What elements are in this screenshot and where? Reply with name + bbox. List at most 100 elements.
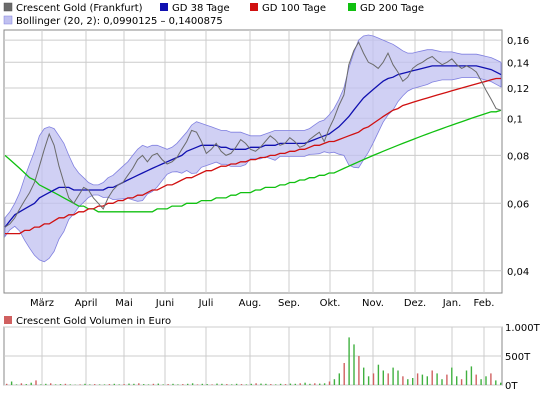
price-plot: 0,04 0,06 0,08 0,1 0,12 0,14 0,16 März April Mai… xyxy=(3,29,529,309)
vol-tick-label: 500T xyxy=(505,352,531,363)
volume-bar xyxy=(333,379,336,385)
volume-bar xyxy=(392,367,394,385)
volume-bar xyxy=(152,383,155,385)
volume-bar xyxy=(328,381,331,385)
legend-label-ma200: GD 200 Tage xyxy=(360,3,424,14)
y-tick-label: 0,06 xyxy=(507,199,529,210)
volume-bar xyxy=(187,383,189,385)
bollinger-band xyxy=(4,34,502,263)
volume-y-axis-labels: 1.000T 500T 0T xyxy=(505,323,541,392)
volume-bar xyxy=(147,384,150,385)
vol-tick-label: 0T xyxy=(505,381,518,392)
volume-bar xyxy=(465,370,468,385)
volume-bar xyxy=(250,383,252,385)
volume-bar xyxy=(500,382,502,385)
x-tick-label: März xyxy=(30,298,54,309)
volume-bar xyxy=(50,383,52,385)
volume-legend: Crescent Gold Volumen in Euro xyxy=(4,316,171,327)
volume-bar xyxy=(45,383,47,385)
volume-bar xyxy=(451,367,453,385)
volume-bar xyxy=(348,337,350,385)
x-tick-label: Aug. xyxy=(239,298,262,309)
legend-swatch-ma100 xyxy=(250,3,258,11)
volume-bar xyxy=(201,383,203,385)
volume-bar xyxy=(177,384,179,385)
volume-bar xyxy=(64,383,67,385)
volume-bar xyxy=(309,383,311,385)
volume-bar xyxy=(118,384,120,385)
legend-swatch-ma38 xyxy=(160,3,168,11)
volume-bar xyxy=(353,344,355,385)
legend-swatch-bollinger xyxy=(3,15,13,25)
volume-bar xyxy=(416,373,419,385)
volume-bar xyxy=(6,383,8,385)
volume-bar xyxy=(314,383,316,385)
line-price xyxy=(4,41,502,228)
x-tick-label: Nov. xyxy=(362,298,384,309)
volume-bar xyxy=(446,374,448,385)
volume-bar xyxy=(84,383,86,385)
volume-bar xyxy=(167,384,169,385)
volume-grid-horizontal xyxy=(4,326,502,386)
volume-bar xyxy=(460,379,463,385)
volume-bar xyxy=(231,384,233,385)
volume-bar xyxy=(40,384,42,385)
volume-bar xyxy=(20,383,23,385)
price-y-axis-labels: 0,04 0,06 0,08 0,1 0,12 0,14 0,16 xyxy=(507,36,529,278)
vol-tick-label: 1.000T xyxy=(505,323,541,334)
volume-bar xyxy=(304,382,306,385)
volume-bar xyxy=(15,384,18,385)
volume-bar xyxy=(470,366,473,385)
legend-swatch-volume xyxy=(4,316,12,324)
line-ma200 xyxy=(4,109,502,213)
volume-bar xyxy=(216,383,218,385)
y-tick-label: 0,12 xyxy=(507,84,529,95)
x-axis-labels: März April Mai Juni Juli Aug. Sep. Okt. Nov. Dez.… xyxy=(30,298,495,309)
volume-bar xyxy=(323,383,326,385)
y-tick-label: 0,08 xyxy=(507,151,529,162)
volume-bar xyxy=(397,370,399,385)
volume-bar xyxy=(270,384,272,385)
volume-bar xyxy=(475,374,477,385)
volume-bar xyxy=(436,373,438,385)
x-tick-label: Dez. xyxy=(404,298,426,309)
volume-bar xyxy=(10,381,13,385)
volume-bar xyxy=(456,376,458,385)
volume-bar xyxy=(343,363,345,385)
y-tick-label: 0,1 xyxy=(507,114,523,125)
volume-bar xyxy=(133,383,135,385)
volume-bar xyxy=(157,383,159,385)
volume-bar xyxy=(260,383,262,385)
volume-bar xyxy=(265,383,267,385)
volume-bar xyxy=(226,384,228,385)
legend-label-price: Crescent Gold (Frankfurt) xyxy=(16,3,143,14)
volume-bar xyxy=(367,376,370,385)
volume-bar xyxy=(402,376,404,385)
volume-bar xyxy=(372,373,375,385)
volume-bar xyxy=(108,384,111,385)
x-tick-label: Juli xyxy=(198,298,214,309)
volume-bar xyxy=(382,370,384,385)
volume-bar xyxy=(69,384,71,385)
legend-label-ma100: GD 100 Tage xyxy=(262,3,326,14)
volume-bar xyxy=(103,384,106,385)
volume-bar xyxy=(338,373,340,385)
volume-bar xyxy=(54,384,57,385)
x-tick-label: Sep. xyxy=(278,298,300,309)
volume-bar xyxy=(240,384,243,385)
volume-bar xyxy=(407,379,409,385)
main-legend: Crescent Gold (Frankfurt) GD 38 Tage GD … xyxy=(3,2,424,27)
volume-bar xyxy=(143,384,145,385)
volume-bars xyxy=(6,337,502,385)
volume-bar xyxy=(480,379,482,385)
line-ma100 xyxy=(5,77,501,235)
volume-bar xyxy=(426,376,428,385)
volume-bar xyxy=(182,384,184,385)
volume-bar xyxy=(431,370,433,385)
volume-bar xyxy=(94,384,96,385)
volume-bar xyxy=(98,384,101,385)
volume-bar xyxy=(206,384,208,385)
volume-bar xyxy=(123,384,125,385)
legend-label-ma38: GD 38 Tage xyxy=(172,3,230,14)
